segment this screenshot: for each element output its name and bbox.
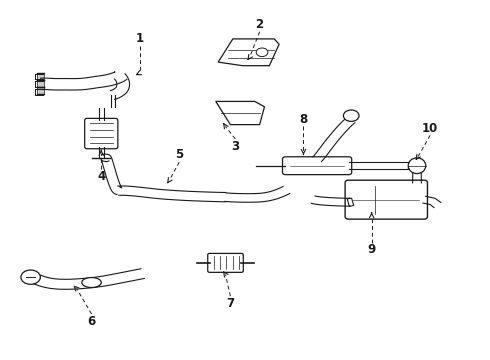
Text: 10: 10: [422, 122, 438, 135]
Polygon shape: [349, 162, 408, 169]
Polygon shape: [218, 39, 279, 66]
Polygon shape: [225, 186, 290, 202]
FancyBboxPatch shape: [208, 253, 244, 273]
Polygon shape: [313, 117, 355, 162]
Polygon shape: [423, 196, 441, 207]
Polygon shape: [27, 269, 145, 289]
Text: 4: 4: [97, 170, 105, 183]
Polygon shape: [408, 162, 421, 183]
Text: 5: 5: [175, 148, 183, 162]
FancyBboxPatch shape: [85, 118, 118, 149]
Circle shape: [256, 48, 268, 57]
Polygon shape: [216, 102, 265, 125]
Text: 9: 9: [368, 243, 376, 256]
Polygon shape: [110, 74, 129, 99]
FancyBboxPatch shape: [345, 180, 427, 219]
Circle shape: [21, 270, 40, 284]
Text: 3: 3: [231, 140, 239, 153]
Text: 1: 1: [136, 32, 145, 45]
Ellipse shape: [82, 278, 101, 288]
Text: 7: 7: [226, 297, 234, 310]
Polygon shape: [118, 186, 226, 202]
Polygon shape: [311, 196, 354, 206]
Polygon shape: [41, 72, 127, 90]
Text: 8: 8: [299, 113, 308, 126]
FancyBboxPatch shape: [283, 157, 352, 175]
Circle shape: [343, 110, 359, 121]
Polygon shape: [101, 154, 122, 194]
Ellipse shape: [408, 158, 426, 174]
Text: 6: 6: [87, 315, 96, 328]
Text: 2: 2: [256, 18, 264, 31]
